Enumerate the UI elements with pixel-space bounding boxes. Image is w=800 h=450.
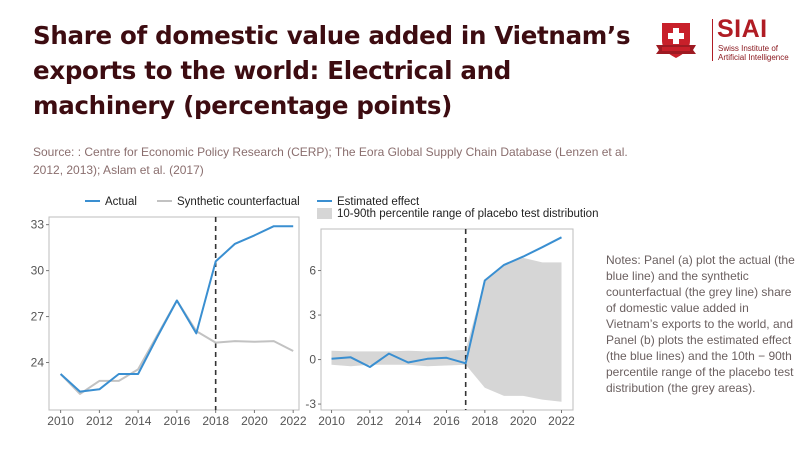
panel-b: Estimated effect 10-90th percentile rang… — [305, 196, 598, 428]
legend-label-placebo-band: 10-90th percentile range of placebo test… — [337, 208, 598, 220]
panel-b-band — [331, 257, 562, 402]
legend-swatch-placebo-band — [317, 208, 332, 219]
y-tick-label: 24 — [31, 356, 45, 370]
panel-a-legend: Actual Synthetic counterfactual — [85, 196, 300, 208]
legend-label-synthetic: Synthetic counterfactual — [177, 196, 300, 208]
panel-b-x-axis: 2010 2012 2014 2016 2018 2020 2022 — [318, 410, 575, 428]
panel-b-legend: Estimated effect 10-90th percentile rang… — [317, 196, 598, 220]
panel-a-frame — [48, 216, 300, 411]
panel-a-series — [59, 217, 294, 410]
panel-b-series — [331, 229, 562, 410]
y-tick-label: 33 — [31, 218, 45, 232]
legend-label-estimated-effect: Estimated effect — [337, 196, 420, 208]
logo-subtitle-line2: Artificial Intelligence — [718, 53, 789, 62]
x-tick-label: 2018 — [202, 414, 229, 428]
chart-title: Share of domestic value added in Vietnam… — [33, 21, 631, 120]
x-tick-label: 2022 — [280, 414, 307, 428]
x-tick-label: 2022 — [548, 414, 575, 428]
panel-b-y-axis: -3 0 3 6 — [305, 264, 321, 411]
logo-subtitle-line1: Swiss Institute of — [718, 44, 779, 53]
placebo-band-area — [331, 257, 562, 402]
x-tick-label: 2010 — [47, 414, 74, 428]
logo-divider — [712, 19, 713, 61]
x-tick-label: 2018 — [471, 414, 498, 428]
x-tick-label: 2020 — [241, 414, 268, 428]
panel-a: Actual Synthetic counterfactual 24 27 30 33… — [31, 196, 307, 428]
source-note: Source: : Centre for Economic Policy Res… — [33, 145, 628, 177]
logo-subtitle: Swiss Institute of Artificial Intelligen… — [718, 44, 789, 62]
y-tick-label: 6 — [309, 264, 316, 278]
series-line-actual — [59, 225, 294, 393]
x-tick-label: 2016 — [433, 414, 460, 428]
notes-text: Notes: Panel (a) plot the actual (the bl… — [606, 253, 795, 395]
x-tick-label: 2014 — [125, 414, 152, 428]
x-tick-label: 2020 — [510, 414, 537, 428]
series-line-synthetic-counterfactual — [59, 299, 294, 395]
siai-logo: SIAI Swiss Institute of Artificial Intel… — [650, 15, 790, 65]
x-tick-label: 2014 — [395, 414, 422, 428]
y-tick-label: 30 — [31, 264, 45, 278]
x-tick-label: 2012 — [86, 414, 113, 428]
y-tick-label: 27 — [31, 310, 45, 324]
y-tick-label: 0 — [309, 353, 316, 367]
panel-a-y-axis: 24 27 30 33 — [31, 218, 49, 370]
legend-label-actual: Actual — [105, 196, 137, 208]
x-tick-label: 2012 — [357, 414, 384, 428]
series-line-estimated-effect — [331, 236, 562, 368]
x-tick-label: 2016 — [164, 414, 191, 428]
y-tick-label: 3 — [309, 308, 316, 322]
y-tick-label: -3 — [305, 397, 316, 411]
logo-name: SIAI — [717, 15, 768, 43]
panel-a-x-axis: 2010 2012 2014 2016 2018 2020 2022 — [47, 410, 307, 428]
x-tick-label: 2010 — [318, 414, 345, 428]
swiss-cross-shield-icon — [656, 23, 696, 58]
